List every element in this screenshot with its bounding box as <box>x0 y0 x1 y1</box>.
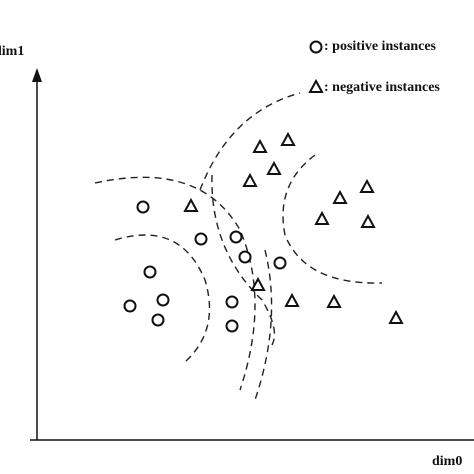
negative-point <box>252 138 268 153</box>
negative-point <box>284 292 300 307</box>
negative-point <box>314 210 330 225</box>
positive-point <box>136 200 150 214</box>
negative-point <box>266 160 282 175</box>
positive-point <box>225 295 239 309</box>
negative-point <box>326 293 342 308</box>
positive-point <box>229 230 243 244</box>
positive-point <box>194 232 208 246</box>
legend-positive: : positive instances <box>324 39 437 54</box>
boundary <box>114 234 211 363</box>
boundary <box>94 176 256 391</box>
positive-point <box>123 299 137 313</box>
negative-point <box>242 172 258 187</box>
y-arrow <box>32 68 42 82</box>
legend-triangle <box>308 78 324 93</box>
negative-point <box>388 309 404 324</box>
negative-point <box>183 197 199 212</box>
boundary <box>211 174 276 346</box>
positive-point <box>143 265 157 279</box>
negative-point <box>360 213 376 228</box>
positive-points <box>123 200 287 333</box>
negative-point <box>250 276 266 291</box>
x-axis-label: dim0 <box>432 454 462 469</box>
positive-point <box>151 313 165 327</box>
boundary <box>282 154 383 284</box>
negative-point <box>332 189 348 204</box>
negative-points <box>183 131 404 324</box>
positive-point <box>238 250 252 264</box>
y-axis-label: dim1 <box>0 44 24 59</box>
positive-point <box>273 256 287 270</box>
negative-point <box>280 131 296 146</box>
legend: : positive instances : negative instance… <box>308 39 440 95</box>
boundaries <box>94 92 383 401</box>
positive-point <box>156 293 170 307</box>
axes: dim1 dim0 <box>0 44 474 469</box>
boundary <box>199 92 301 191</box>
positive-point <box>225 319 239 333</box>
boundary <box>254 249 273 401</box>
negative-point <box>359 178 375 193</box>
legend-negative: : negative instances <box>324 80 440 95</box>
legend-circle <box>309 40 323 54</box>
